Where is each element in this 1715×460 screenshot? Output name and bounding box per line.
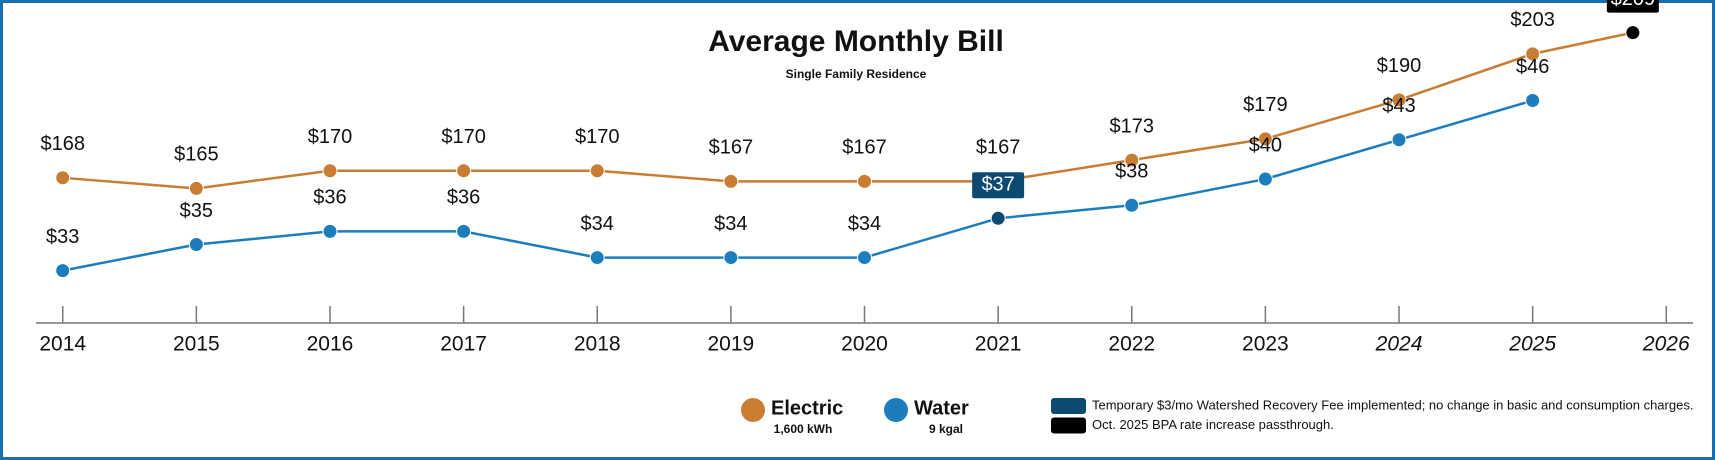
data-point (1525, 46, 1541, 62)
x-tick-label: 2024 (1375, 333, 1423, 356)
value-label: $190 (1377, 55, 1422, 77)
data-point (1257, 171, 1273, 187)
value-label: $43 (1382, 95, 1415, 117)
data-point (55, 263, 71, 279)
note-swatch (1051, 417, 1086, 434)
label-highlight (972, 172, 1025, 199)
x-tick-label: 2021 (975, 333, 1022, 356)
value-label: $34 (581, 213, 614, 235)
data-point (1124, 152, 1140, 168)
value-label: $33 (46, 226, 79, 248)
x-tick-label: 2016 (307, 333, 354, 356)
data-point (589, 250, 605, 266)
data-point (1257, 131, 1273, 147)
data-point (723, 173, 739, 189)
data-point (188, 236, 204, 252)
value-label: $46 (1516, 56, 1549, 78)
value-label: $173 (1110, 115, 1155, 137)
value-label: $40 (1249, 134, 1282, 156)
data-point (990, 210, 1006, 226)
note-text: Temporary $3/mo Watershed Recovery Fee i… (1092, 397, 1693, 412)
legend-label: Electric (771, 397, 843, 419)
data-point (1625, 25, 1641, 41)
data-point (857, 250, 872, 266)
value-label: $170 (308, 126, 353, 148)
value-label: $34 (714, 213, 747, 235)
value-label: $167 (709, 137, 754, 159)
value-label: $167 (842, 137, 887, 159)
x-tick-label: 2015 (173, 333, 220, 356)
x-tick-label: 2025 (1508, 333, 1556, 356)
legend-marker (741, 398, 765, 422)
x-tick-label: 2014 (39, 333, 86, 356)
legend-label: Water (914, 397, 969, 419)
value-label: $34 (848, 213, 881, 235)
data-point (589, 163, 605, 179)
chart-title: Average Monthly Bill (708, 25, 1004, 58)
value-label: $35 (180, 200, 213, 222)
value-label: $209 (1611, 0, 1656, 10)
data-point (456, 163, 472, 179)
data-point (322, 223, 338, 239)
data-point (188, 180, 204, 196)
data-point (723, 250, 739, 266)
data-point (1124, 197, 1140, 213)
x-tick-label: 2023 (1242, 333, 1289, 356)
value-label: $203 (1510, 9, 1555, 31)
value-label: $37 (981, 174, 1014, 196)
x-tick-label: 2018 (574, 333, 621, 356)
legend-sublabel: 1,600 kWh (774, 422, 833, 436)
note-text: Oct. 2025 BPA rate increase passthrough. (1092, 417, 1334, 432)
value-label: $170 (575, 126, 620, 148)
data-point (857, 173, 872, 189)
x-tick-label: 2026 (1642, 333, 1690, 356)
x-tick-label: 2022 (1108, 333, 1155, 356)
data-point (55, 170, 71, 186)
value-label: $170 (441, 126, 486, 148)
value-label: $168 (40, 133, 85, 155)
value-label: $36 (313, 187, 346, 209)
legend-sublabel: 9 kgal (929, 422, 963, 436)
value-label: $36 (447, 187, 480, 209)
data-point (322, 163, 338, 179)
x-tick-label: 2017 (440, 333, 487, 356)
data-point (1391, 132, 1407, 148)
x-tick-label: 2019 (708, 333, 755, 356)
value-label: $38 (1115, 160, 1148, 182)
value-label: $167 (976, 137, 1021, 159)
data-point (1525, 93, 1541, 109)
value-label: $165 (174, 144, 219, 166)
x-tick-label: 2020 (841, 333, 888, 356)
legend-marker (884, 398, 908, 422)
series-line (62, 99, 1533, 272)
label-highlight (1606, 0, 1659, 13)
note-swatch (1051, 398, 1086, 414)
data-point (456, 223, 472, 239)
value-label: $179 (1243, 94, 1288, 116)
data-point (1391, 92, 1407, 108)
chart-subtitle: Single Family Residence (786, 67, 927, 81)
